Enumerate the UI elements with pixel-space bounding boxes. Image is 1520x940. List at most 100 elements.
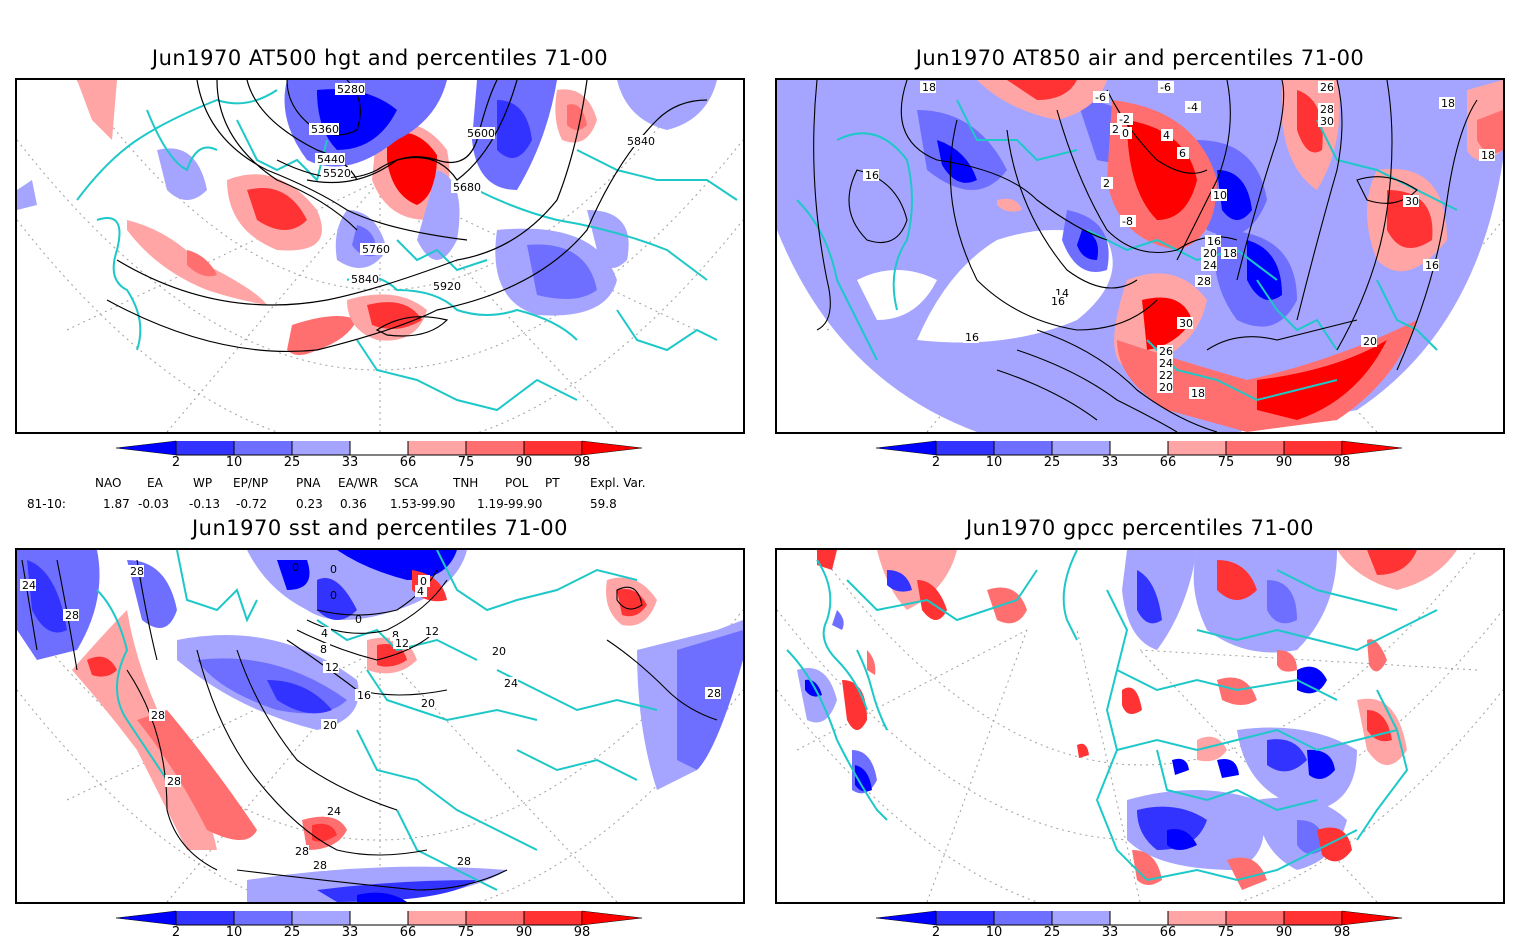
contour-label: 20 bbox=[1203, 247, 1217, 260]
colorbar-left-arrow bbox=[876, 910, 937, 926]
contour-label: 12 bbox=[395, 637, 409, 650]
coastlines bbox=[96, 550, 658, 891]
contour-label: 2 bbox=[1103, 177, 1110, 190]
colorbar-tick-label: 10 bbox=[985, 925, 1003, 940]
contour-label: 0 bbox=[355, 613, 362, 626]
contour-label: 24 bbox=[504, 677, 518, 690]
contour-label: 18 bbox=[1223, 247, 1237, 260]
index-value: 0.23 bbox=[296, 497, 323, 511]
contour-labels: 18 -6 -4 -6 2 0 -2 4 6 2 10 -8 16 18 16 … bbox=[863, 81, 1495, 400]
map-panel-air850[interactable]: 18 -6 -4 -6 2 0 -2 4 6 2 10 -8 16 18 16 … bbox=[775, 78, 1505, 434]
contour-label: 16 bbox=[1425, 259, 1439, 272]
contour-label: 20 bbox=[1159, 381, 1173, 394]
colorbar-segment bbox=[350, 441, 408, 455]
colorbar-left-arrow bbox=[876, 440, 937, 456]
colorbar-tick-label: 2 bbox=[171, 925, 181, 940]
colorbar-segment bbox=[1052, 441, 1110, 455]
colorbar-tick-label: 25 bbox=[283, 925, 301, 940]
colorbar-segment bbox=[1284, 911, 1342, 925]
contour-label: -2 bbox=[1119, 113, 1130, 126]
contour-label: 8 bbox=[392, 629, 399, 642]
panel-title-air850: Jun1970 AT850 air and percentiles 71-00 bbox=[915, 46, 1365, 70]
colorbar-segment bbox=[1052, 911, 1110, 925]
contour-label: 4 bbox=[417, 585, 424, 598]
colorbar-tick-label: 75 bbox=[1217, 455, 1235, 470]
colorbar-gpcc: 2 10 25 33 66 75 90 98 bbox=[876, 908, 1406, 940]
coastlines bbox=[76, 89, 738, 412]
colorbar-segment bbox=[524, 441, 582, 455]
panel-title-hgt500: Jun1970 AT500 hgt and percentiles 71-00 bbox=[151, 46, 609, 70]
contour-label: 30 bbox=[1405, 195, 1419, 208]
colorbar-segment bbox=[408, 441, 466, 455]
index-header: EA bbox=[147, 476, 163, 490]
contour-label: 28 bbox=[295, 845, 309, 858]
index-value: 1.53-99.90 bbox=[390, 497, 456, 511]
contour-label: 26 bbox=[1159, 345, 1173, 358]
map-panel-gpcc[interactable] bbox=[775, 548, 1505, 904]
colorbar-segment bbox=[1110, 911, 1168, 925]
contour-label: 16 bbox=[1051, 295, 1065, 308]
colorbar-segment bbox=[1284, 441, 1342, 455]
contour-label: 28 bbox=[1197, 275, 1211, 288]
contour-label: 28 bbox=[1320, 103, 1334, 116]
contour-label: 18 bbox=[1191, 387, 1205, 400]
colorbar-swatches bbox=[116, 910, 643, 926]
colorbar-air850: 2 10 25 33 66 75 90 98 bbox=[876, 438, 1406, 470]
colorbar-tick-label: 98 bbox=[1333, 455, 1351, 470]
colorbar-tick-label: 33 bbox=[1101, 455, 1119, 470]
colorbar-segment bbox=[176, 441, 234, 455]
contour-label: 12 bbox=[325, 661, 339, 674]
colorbar-tick-label: 2 bbox=[931, 455, 941, 470]
colorbar-hgt500: 2 10 25 33 66 75 90 98 bbox=[116, 438, 646, 470]
contour-label: 20 bbox=[492, 645, 506, 658]
colorbar-tick-label: 90 bbox=[515, 925, 533, 940]
colorbar-segment bbox=[350, 911, 408, 925]
colorbar-sst: 2 10 25 33 66 75 90 98 bbox=[116, 908, 646, 940]
colorbar-tick-label: 98 bbox=[1333, 925, 1351, 940]
contour-label: 28 bbox=[167, 775, 181, 788]
map-gpcc bbox=[777, 550, 1503, 902]
colorbar-tick-label: 66 bbox=[399, 455, 417, 470]
coastlines bbox=[796, 99, 1458, 402]
contour-label: 10 bbox=[1213, 189, 1227, 202]
map-air850: 18 -6 -4 -6 2 0 -2 4 6 2 10 -8 16 18 16 … bbox=[777, 80, 1503, 432]
colorbar-segment bbox=[408, 911, 466, 925]
contour-label: 28 bbox=[457, 855, 471, 868]
colorbar-tick-label: 98 bbox=[573, 925, 591, 940]
index-value: 1.19-99.90 bbox=[477, 497, 543, 511]
contour-label: 5760 bbox=[362, 243, 390, 256]
colorbar-segment bbox=[1226, 911, 1284, 925]
index-header: POL bbox=[505, 476, 529, 490]
index-header: Expl. Var. bbox=[590, 476, 646, 490]
map-sst: 24 28 28 0 0 0 0 4 0 4 8 12 8 12 12 16 2… bbox=[17, 550, 743, 902]
index-header: PNA bbox=[296, 476, 321, 490]
colorbar-segment bbox=[1168, 911, 1226, 925]
contour-label: 28 bbox=[707, 687, 721, 700]
colorbar-tick-label: 2 bbox=[931, 925, 941, 940]
index-value: 59.8 bbox=[590, 497, 617, 511]
colorbar-tick-label: 25 bbox=[283, 455, 301, 470]
contour-label: 24 bbox=[22, 579, 36, 592]
contour-label: -6 bbox=[1095, 91, 1106, 104]
coastlines bbox=[786, 550, 1438, 882]
panel-title-sst: Jun1970 sst and percentiles 71-00 bbox=[191, 516, 569, 540]
colorbar-tick-label: 33 bbox=[341, 925, 359, 940]
map-panel-hgt500[interactable]: 5280 5360 5440 5520 5600 5680 5760 5840 … bbox=[15, 78, 745, 434]
colorbar-tick-label: 10 bbox=[985, 455, 1003, 470]
contour-label: -8 bbox=[1122, 215, 1133, 228]
colorbar-tick-label: 98 bbox=[573, 455, 591, 470]
colorbar-tick-label: 90 bbox=[515, 455, 533, 470]
colorbar-swatches bbox=[876, 910, 1403, 926]
percentile-shading bbox=[777, 80, 1503, 432]
colorbar-tick-label: 33 bbox=[1101, 925, 1119, 940]
colorbar-swatches bbox=[876, 440, 1403, 456]
colorbar-segment bbox=[176, 911, 234, 925]
contour-label: 30 bbox=[1179, 317, 1193, 330]
contour-label: 5520 bbox=[323, 167, 351, 180]
colorbar-segment bbox=[994, 441, 1052, 455]
map-panel-sst[interactable]: 24 28 28 0 0 0 0 4 0 4 8 12 8 12 12 16 2… bbox=[15, 548, 745, 904]
index-header: TNH bbox=[453, 476, 479, 490]
contour-label: 30 bbox=[1320, 115, 1334, 128]
percentile-shading bbox=[17, 550, 743, 902]
percentile-shading bbox=[17, 80, 717, 355]
